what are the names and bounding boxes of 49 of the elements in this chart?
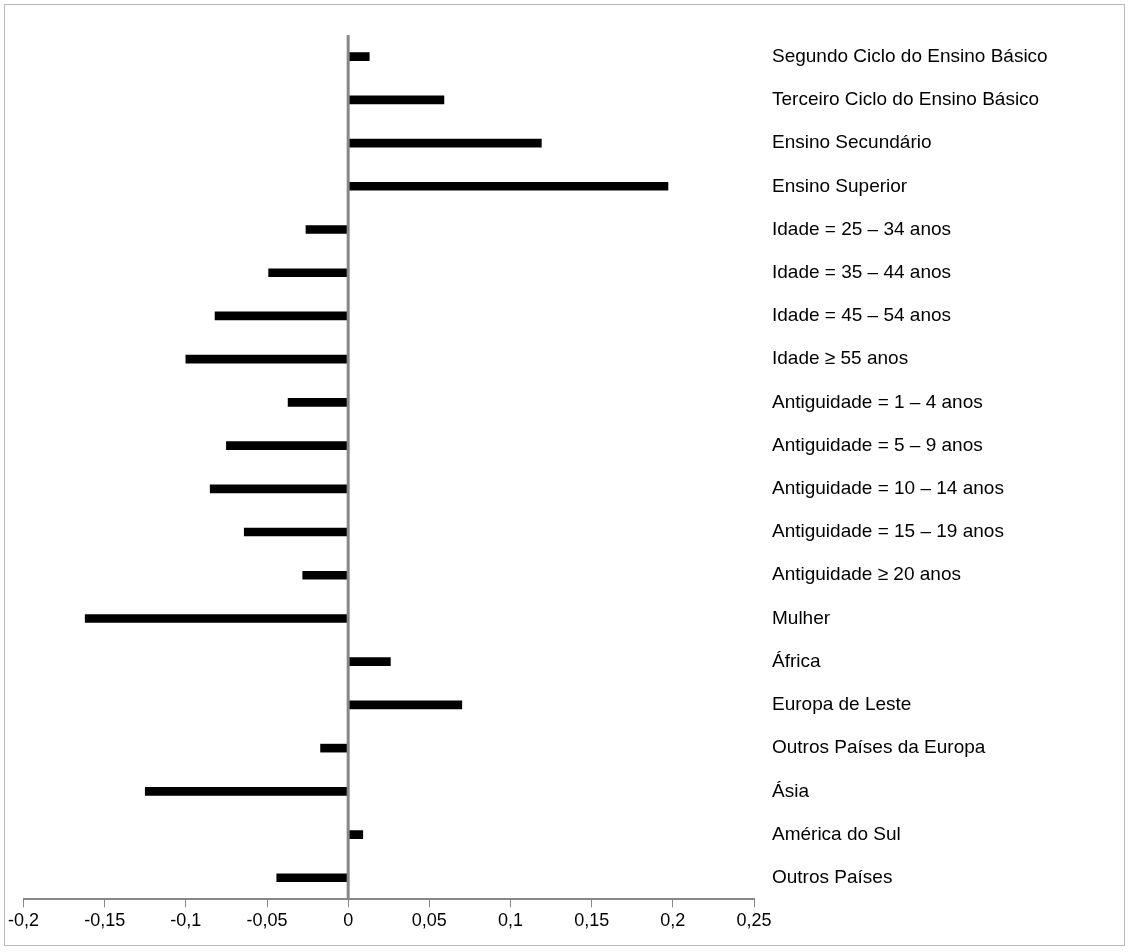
x-tick-label: -0,15 [84, 910, 126, 931]
y-tick-label: Antiguidade = 15 – 19 anos [772, 520, 1004, 542]
y-tick-label: Idade ≥ 55 anos [772, 347, 909, 369]
x-tick-label: 0,2 [660, 910, 686, 931]
x-tick-label: -0,1 [170, 910, 202, 931]
bar [287, 398, 348, 407]
y-tick-label: Europa de Leste [772, 693, 912, 715]
bar [305, 225, 348, 234]
y-tick-label: Antiguidade = 10 – 14 anos [772, 477, 1004, 499]
x-tick-label: -0,05 [246, 910, 288, 931]
bar [226, 441, 348, 450]
bar [209, 484, 348, 494]
y-tick-label: Antiguidade = 1 – 4 anos [772, 390, 983, 412]
bar [144, 787, 348, 796]
bar [348, 700, 463, 710]
y-tick-label: Idade = 35 – 44 anos [772, 260, 952, 282]
y-tick-label: Idade = 45 – 54 anos [772, 304, 952, 326]
bar [84, 614, 348, 623]
bar [348, 181, 669, 191]
y-tick-label: Idade = 25 – 34 anos [772, 217, 952, 239]
y-tick-label: Ensino Superior [772, 174, 908, 196]
y-tick-label: América do Sul [772, 822, 901, 844]
bar [320, 743, 348, 753]
y-tick-label: Outros Países [772, 866, 893, 888]
x-tick-label: 0 [343, 910, 354, 931]
bar [243, 527, 348, 537]
bar [348, 52, 370, 61]
y-tick-label: Antiguidade ≥ 20 anos [772, 563, 961, 585]
bar [348, 95, 445, 105]
x-tick-label: 0,05 [411, 910, 447, 931]
y-tick-label: Antiguidade = 5 – 9 anos [772, 433, 983, 455]
x-tick-label: 0,15 [574, 910, 610, 931]
bar [348, 138, 542, 148]
bar [302, 570, 348, 580]
y-tick-label: Outros Países da Europa [772, 736, 986, 758]
bar [348, 657, 391, 667]
bar [185, 354, 348, 364]
y-tick-label: Ásia [772, 779, 810, 801]
x-tick-label: 0,25 [736, 910, 772, 931]
y-tick-label: Mulher [772, 606, 831, 628]
y-tick-label: Terceiro Ciclo do Ensino Básico [772, 88, 1040, 110]
bar [214, 311, 348, 321]
bar [276, 873, 348, 883]
y-tick-label: Ensino Secundário [772, 131, 932, 153]
y-tick-label: Segundo Ciclo do Ensino Básico [772, 44, 1048, 66]
bar [268, 268, 348, 278]
y-tick-label: África [772, 649, 821, 671]
x-tick-label: 0,1 [497, 910, 524, 931]
x-tick-label: -0,2 [7, 910, 40, 931]
